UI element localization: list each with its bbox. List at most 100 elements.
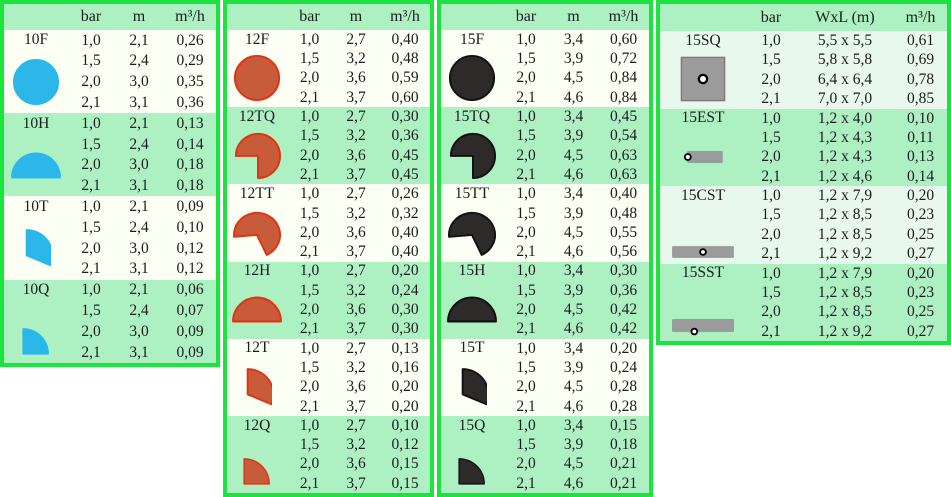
cell-bar: 2,0: [299, 378, 320, 396]
column-header-radius: m: [567, 8, 580, 25]
half-circle-icon: [227, 281, 287, 339]
cell-radius: 4,6: [563, 474, 584, 492]
cell-radius: 2,4: [129, 218, 149, 236]
cell-bar: 2,1: [761, 90, 781, 108]
cell-radius: 1,2 x 4,0: [817, 109, 873, 127]
cell-bar: 2,1: [81, 177, 101, 195]
cell-radius: 7,0 x 7,0: [817, 90, 873, 108]
cell-flow: 0,24: [391, 281, 419, 299]
cell-bar: 2,0: [516, 455, 536, 473]
cell-bar: 1,0: [299, 262, 320, 280]
cell-flow: 0,45: [609, 108, 638, 126]
three-quarter-circle-icon: [441, 126, 503, 184]
group-12H: 12H 1,0 2,7 0,20 1,5 3,2 0,24 2,0 3,6 0,30 2,1 3,7 0…: [227, 261, 430, 339]
group-15TT: 15TT 1,0 3,4 0,40 1,5 3,9 0,48 2,0 4,5 0,55 2,1 4,6…: [441, 184, 649, 262]
cell-flow: 0,20: [391, 378, 419, 396]
table-header-row: bar m m³/h: [227, 4, 430, 30]
cell-flow: 0,15: [391, 474, 419, 492]
cell-bar: 2,1: [516, 320, 536, 338]
cell-flow: 0,09: [176, 343, 204, 361]
table-header-row: bar m m³/h: [441, 4, 649, 30]
group-15TQ: 15TQ 1,0 3,4 0,45 1,5 3,9 0,54 2,0 4,5 0,63 2,1 4,6…: [441, 107, 649, 185]
column-header-radius: m: [132, 8, 146, 25]
cell-bar: 2,1: [299, 320, 320, 338]
cell-flow: 0,18: [176, 156, 204, 174]
cell-radius: 2,1: [129, 281, 149, 299]
group-10F: 10F 1,0 2,1 0,26 1,5 2,4 0,29 2,0 3,0 0,35 2,1 3,1 0…: [4, 30, 216, 114]
quarter-circle-icon: [227, 435, 287, 493]
cell-bar: 1,5: [761, 51, 781, 69]
cell-bar: 2,1: [299, 474, 320, 492]
cell-flow: 0,20: [906, 264, 935, 282]
cell-flow: 0,12: [391, 436, 419, 454]
cell-bar: 1,5: [299, 204, 320, 222]
cell-radius: 3,1: [129, 94, 149, 112]
cell-flow: 0,20: [391, 262, 419, 280]
cell-radius: 3,7: [346, 397, 366, 415]
model-label: 12TQ: [238, 107, 276, 125]
cell-radius: 2,7: [346, 416, 366, 434]
cell-bar: 1,5: [299, 436, 320, 454]
cell-flow: 0,24: [609, 358, 638, 376]
cell-flow: 0,30: [391, 320, 419, 338]
cell-bar: 2,1: [81, 343, 101, 361]
cell-radius: 3,2: [346, 281, 366, 299]
cell-bar: 1,5: [81, 302, 101, 319]
cell-radius: 2,4: [129, 302, 149, 319]
cell-flow: 0,28: [609, 378, 638, 396]
cell-flow: 0,21: [609, 455, 638, 473]
cell-flow: 0,18: [609, 436, 638, 454]
cell-bar: 1,0: [81, 281, 101, 299]
cell-bar: 2,0: [516, 301, 536, 319]
cell-radius: 5,5 x 5,5: [817, 31, 873, 49]
cell-radius: 3,4: [563, 339, 584, 357]
cell-flow: 0,36: [391, 127, 419, 145]
cell-flow: 0,42: [609, 320, 638, 338]
cell-radius: 3,9: [563, 358, 584, 376]
cell-bar: 1,0: [299, 185, 320, 203]
third-circle-icon: [227, 358, 287, 416]
cell-flow: 0,45: [391, 146, 419, 164]
cell-flow: 0,12: [176, 239, 204, 257]
cell-bar: 1,0: [516, 262, 536, 280]
cell-flow: 0,07: [176, 302, 204, 319]
cell-radius: 1,2 x 4,3: [817, 148, 873, 166]
group-15SST: 15SST 1,0 1,2 x 7,9 0,20 1,5 1,2 x 8,5 0,23 2,0…: [660, 263, 947, 342]
cell-radius: 3,9: [563, 127, 584, 145]
cell-flow: 0,63: [609, 165, 638, 183]
cell-flow: 0,84: [609, 69, 638, 87]
cell-flow: 0,14: [176, 135, 204, 153]
cell-radius: 3,1: [129, 260, 149, 278]
cell-radius: 3,9: [563, 204, 584, 222]
cell-bar: 2,0: [81, 156, 101, 174]
cell-flow: 0,48: [391, 50, 419, 68]
cell-radius: 3,2: [346, 358, 366, 376]
cell-flow: 0,78: [906, 70, 935, 88]
nozzle-spec-panel-15-series: bar m m³/h 15F 1,0 3,4 0,60 1,5 3,9 0,72 2,0 4,5 0,8…: [437, 0, 653, 497]
cell-radius: 1,2 x 8,5: [817, 284, 873, 302]
cell-radius: 2,7: [346, 108, 366, 126]
cell-bar: 2,0: [516, 69, 536, 87]
group-10Q: 10Q 1,0 2,1 0,06 1,5 2,4 0,07 2,0 3,0 0,09 2,1 3,1 0…: [4, 279, 216, 363]
cell-radius: 3,1: [129, 177, 149, 195]
cell-bar: 2,1: [516, 474, 536, 492]
cell-flow: 0,42: [609, 301, 638, 319]
cell-radius: 4,5: [563, 301, 584, 319]
third-circle-icon: [4, 217, 68, 279]
cell-bar: 2,0: [761, 225, 781, 243]
cell-radius: 1,2 x 7,9: [817, 264, 873, 282]
group-12F: 12F 1,0 2,7 0,40 1,5 3,2 0,48 2,0 3,6 0,59 2,1 3,7 0…: [227, 30, 430, 108]
model-label: 15CST: [681, 186, 725, 204]
cell-bar: 2,0: [761, 303, 781, 321]
cell-radius: 3,7: [346, 243, 366, 261]
cell-radius: 4,6: [563, 88, 584, 106]
cell-bar: 1,0: [761, 264, 781, 282]
column-header-flow: m³/h: [905, 8, 936, 26]
cell-radius: 2,1: [129, 198, 149, 216]
cell-bar: 1,0: [81, 31, 101, 49]
cell-flow: 0,21: [609, 474, 638, 492]
cell-radius: 3,2: [346, 436, 366, 454]
cell-bar: 1,0: [516, 30, 536, 48]
cell-radius: 3,6: [346, 69, 366, 87]
cell-bar: 1,5: [516, 127, 536, 145]
